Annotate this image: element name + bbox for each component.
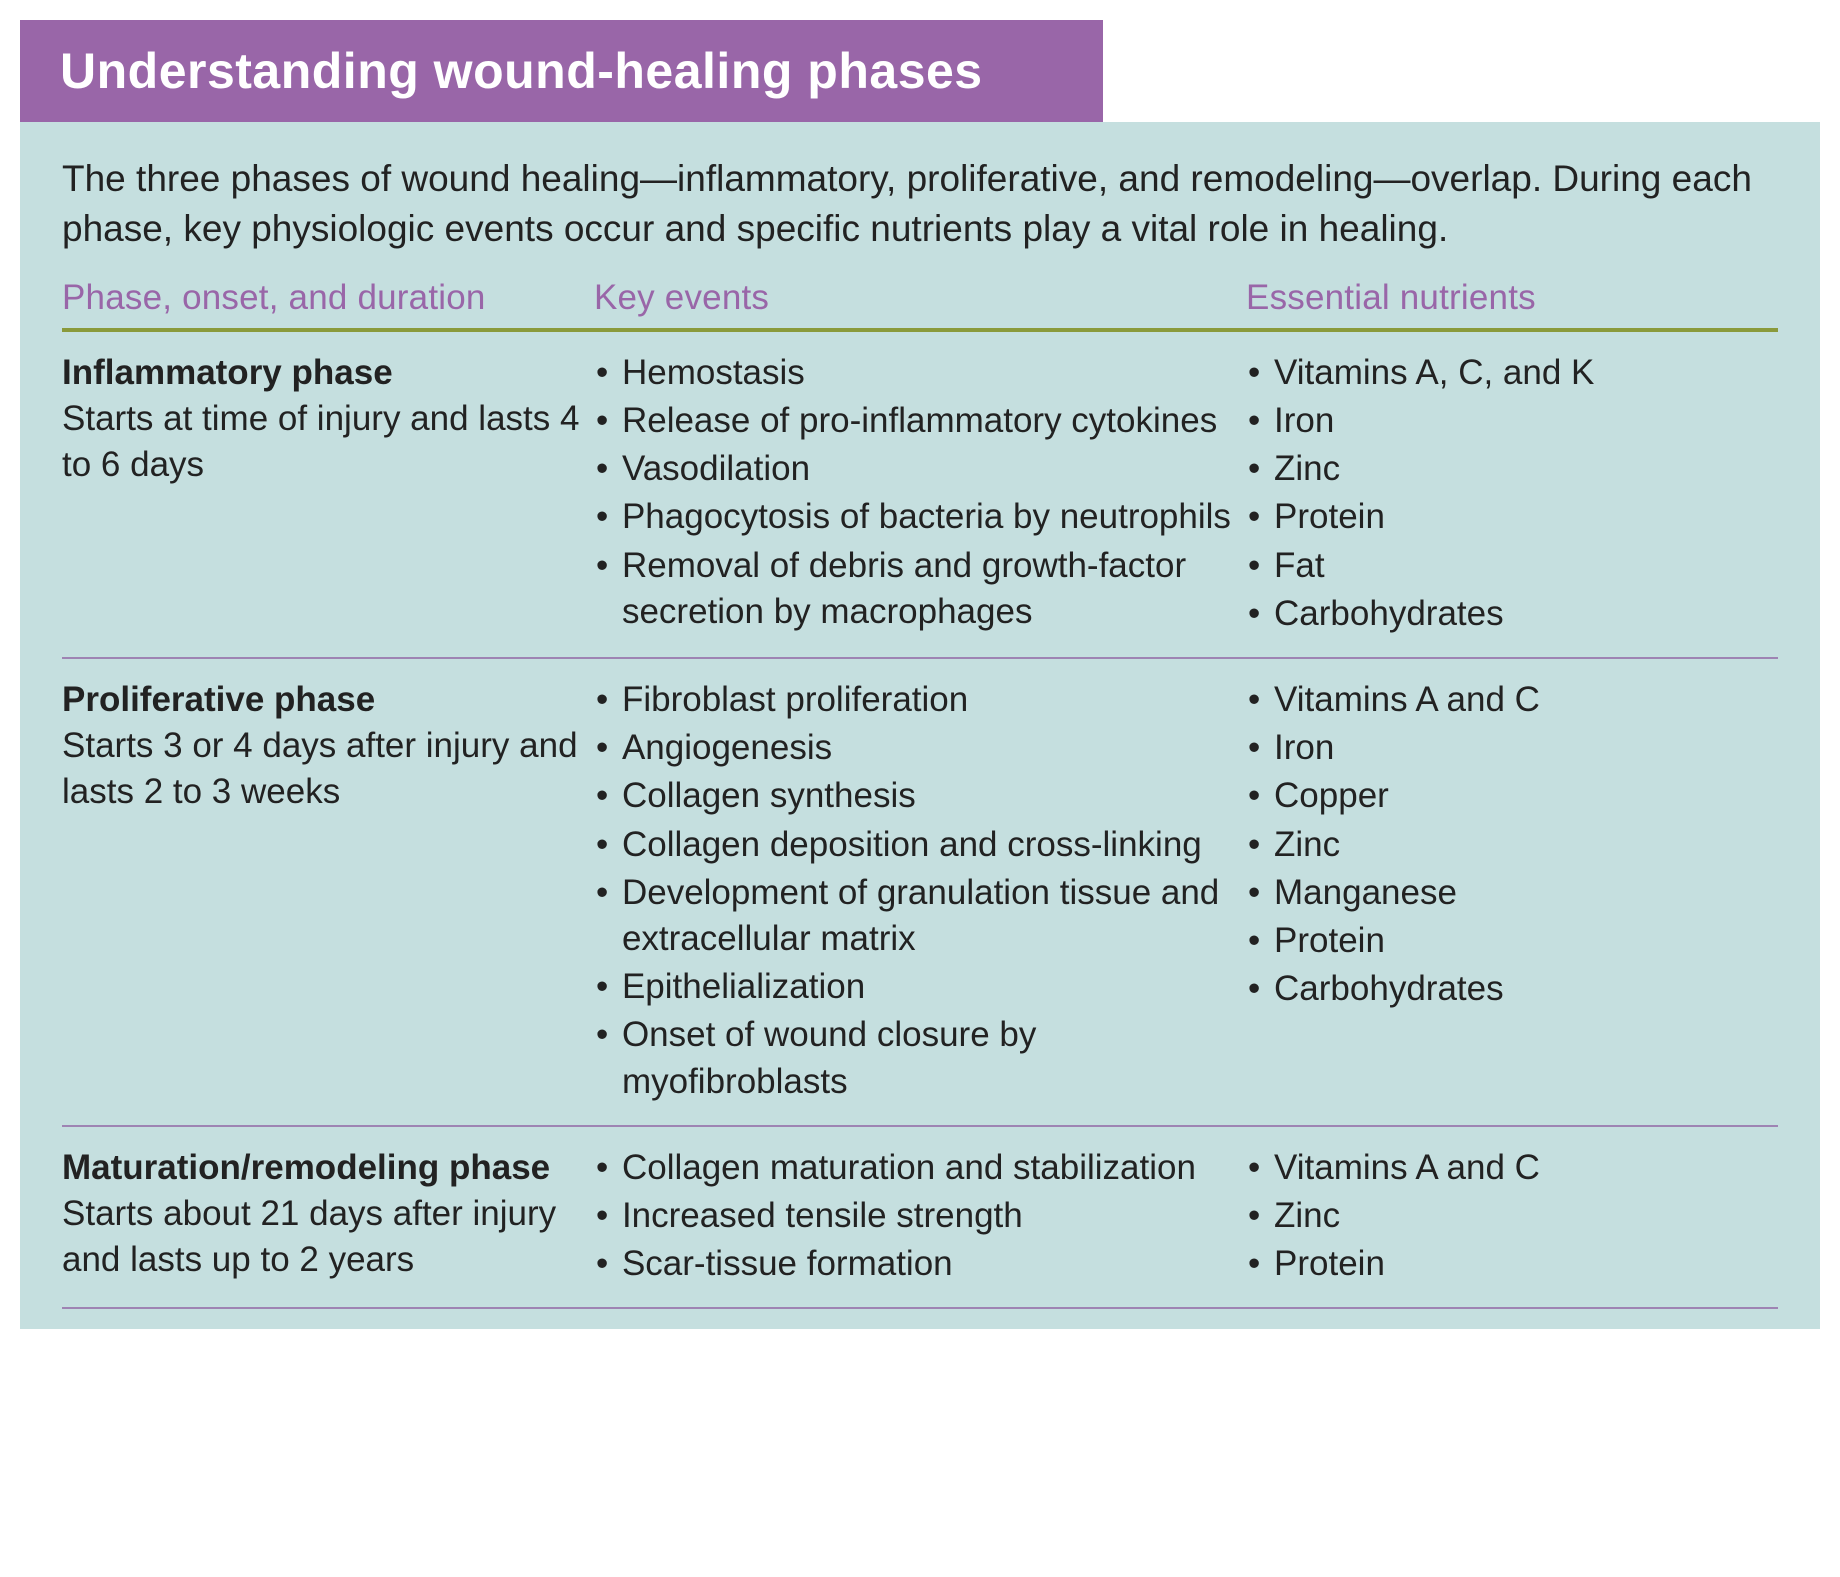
events-cell: Fibroblast proliferationAngiogenesisColl… xyxy=(594,658,1246,1126)
list-item: Manganese xyxy=(1246,870,1768,916)
phases-table: Phase, onset, and duration Key events Es… xyxy=(62,272,1778,1309)
list-item: Development of granulation tissue and ex… xyxy=(594,870,1236,962)
list-item: Removal of debris and growth-factor secr… xyxy=(594,543,1236,635)
list-item: Increased tensile strength xyxy=(594,1193,1236,1239)
list-item: Copper xyxy=(1246,773,1768,819)
events-list: Collagen maturation and stabilizationInc… xyxy=(594,1145,1236,1288)
list-item: Iron xyxy=(1246,725,1768,771)
list-item: Epithelialization xyxy=(594,964,1236,1010)
col-header-nutrients: Essential nutrients xyxy=(1246,272,1778,330)
list-item: Hemostasis xyxy=(594,350,1236,396)
events-list: Fibroblast proliferationAngiogenesisColl… xyxy=(594,677,1236,1105)
title-bar: Understanding wound-healing phases xyxy=(20,20,1103,122)
col-header-events: Key events xyxy=(594,272,1246,330)
phase-desc: Starts about 21 days after injury and la… xyxy=(62,1191,584,1283)
phase-title: Inflammatory phase xyxy=(62,350,584,396)
list-item: Scar-tissue formation xyxy=(594,1241,1236,1287)
list-item: Collagen deposition and cross-linking xyxy=(594,822,1236,868)
list-item: Angiogenesis xyxy=(594,725,1236,771)
col-header-phase: Phase, onset, and duration xyxy=(62,272,594,330)
list-item: Vitamins A, C, and K xyxy=(1246,350,1768,396)
phase-title: Maturation/remodeling phase xyxy=(62,1145,584,1191)
list-item: Zinc xyxy=(1246,446,1768,492)
page: Understanding wound-healing phases The t… xyxy=(0,0,1840,1329)
content-panel: The three phases of wound healing—inflam… xyxy=(20,122,1820,1329)
nutrients-cell: Vitamins A and CZincProtein xyxy=(1246,1126,1778,1309)
list-item: Protein xyxy=(1246,494,1768,540)
nutrients-cell: Vitamins A, C, and KIronZincProteinFatCa… xyxy=(1246,330,1778,658)
list-item: Protein xyxy=(1246,918,1768,964)
list-item: Phagocytosis of bacteria by neutrophils xyxy=(594,494,1236,540)
nutrients-cell: Vitamins A and CIronCopperZincManganeseP… xyxy=(1246,658,1778,1126)
intro-text: The three phases of wound healing—inflam… xyxy=(62,154,1778,254)
phase-desc: Starts at time of injury and lasts 4 to … xyxy=(62,396,584,488)
list-item: Zinc xyxy=(1246,822,1768,868)
events-list: HemostasisRelease of pro-inflammatory cy… xyxy=(594,350,1236,635)
list-item: Collagen maturation and stabilization xyxy=(594,1145,1236,1191)
phase-desc: Starts 3 or 4 days after injury and last… xyxy=(62,723,584,815)
list-item: Iron xyxy=(1246,398,1768,444)
table-row: Proliferative phaseStarts 3 or 4 days af… xyxy=(62,658,1778,1126)
table-header-row: Phase, onset, and duration Key events Es… xyxy=(62,272,1778,330)
table-row: Maturation/remodeling phaseStarts about … xyxy=(62,1126,1778,1309)
list-item: Zinc xyxy=(1246,1193,1768,1239)
phase-cell: Proliferative phaseStarts 3 or 4 days af… xyxy=(62,658,594,1126)
list-item: Vitamins A and C xyxy=(1246,1145,1768,1191)
nutrients-list: Vitamins A and CIronCopperZincManganeseP… xyxy=(1246,677,1768,1012)
list-item: Onset of wound closure by myofibroblasts xyxy=(594,1012,1236,1104)
list-item: Collagen synthesis xyxy=(594,773,1236,819)
phase-title: Proliferative phase xyxy=(62,677,584,723)
phase-cell: Inflammatory phaseStarts at time of inju… xyxy=(62,330,594,658)
title-text: Understanding wound-healing phases xyxy=(60,43,983,99)
list-item: Fibroblast proliferation xyxy=(594,677,1236,723)
table-row: Inflammatory phaseStarts at time of inju… xyxy=(62,330,1778,658)
list-item: Carbohydrates xyxy=(1246,591,1768,637)
events-cell: Collagen maturation and stabilizationInc… xyxy=(594,1126,1246,1309)
list-item: Vasodilation xyxy=(594,446,1236,492)
events-cell: HemostasisRelease of pro-inflammatory cy… xyxy=(594,330,1246,658)
list-item: Protein xyxy=(1246,1241,1768,1287)
list-item: Release of pro-inflammatory cytokines xyxy=(594,398,1236,444)
table-body: Inflammatory phaseStarts at time of inju… xyxy=(62,330,1778,1308)
list-item: Fat xyxy=(1246,543,1768,589)
phase-cell: Maturation/remodeling phaseStarts about … xyxy=(62,1126,594,1309)
nutrients-list: Vitamins A, C, and KIronZincProteinFatCa… xyxy=(1246,350,1768,637)
list-item: Vitamins A and C xyxy=(1246,677,1768,723)
nutrients-list: Vitamins A and CZincProtein xyxy=(1246,1145,1768,1288)
list-item: Carbohydrates xyxy=(1246,966,1768,1012)
